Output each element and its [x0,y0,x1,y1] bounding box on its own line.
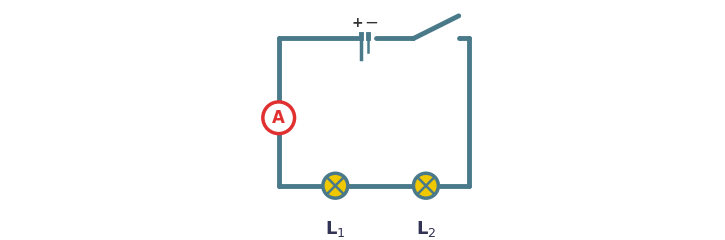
Text: +: + [351,16,362,30]
Circle shape [263,102,294,134]
Text: −: − [365,14,378,32]
Text: L$_2$: L$_2$ [415,219,436,239]
Text: L$_1$: L$_1$ [325,219,346,239]
Text: A: A [273,109,285,127]
Circle shape [413,173,439,198]
Circle shape [323,173,348,198]
